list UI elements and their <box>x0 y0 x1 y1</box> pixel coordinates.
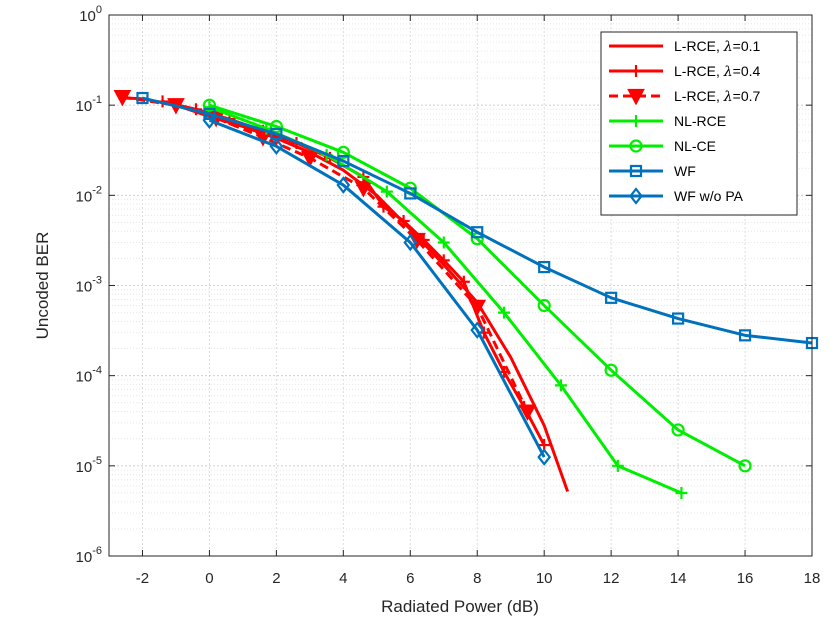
series-4 <box>202 98 752 473</box>
legend-marker <box>629 164 643 178</box>
series-line-4 <box>208 103 746 468</box>
series-group <box>113 89 819 499</box>
x-tick-label: 6 <box>406 570 414 587</box>
y-tick-label: 10-6 <box>76 545 102 566</box>
x-tick-label: 0 <box>205 570 213 587</box>
series-5 <box>136 91 819 350</box>
data-point <box>554 379 567 392</box>
legend-marker <box>630 115 642 127</box>
data-point <box>113 89 132 107</box>
data-point <box>337 154 350 168</box>
legend-marker <box>629 187 643 205</box>
data-point <box>203 107 216 121</box>
data-point <box>403 233 418 252</box>
data-point <box>269 119 283 134</box>
series-6 <box>202 111 552 466</box>
legend-label: NL-CE <box>674 138 716 154</box>
axis-ticks <box>109 14 813 557</box>
x-tick-label: 4 <box>339 570 347 587</box>
data-point <box>336 176 351 194</box>
legend-item-0: L-RCE, λ=0.1 <box>609 38 761 55</box>
data-point <box>437 254 450 267</box>
legend-item-4: NL-CE <box>609 138 716 154</box>
legend-item-6: WF w/o PA <box>609 187 744 205</box>
data-point <box>604 363 618 377</box>
x-tick-label: 8 <box>473 570 481 587</box>
y-tick-label: 100 <box>79 4 102 25</box>
series-2 <box>113 89 537 421</box>
series-line-6 <box>208 118 546 458</box>
legend-label: L-RCE, λ=0.4 <box>674 63 761 80</box>
data-point <box>269 137 284 156</box>
y-tick-label: 10-4 <box>76 365 102 386</box>
x-tick-label: 10 <box>536 570 553 587</box>
data-point <box>471 226 484 239</box>
x-tick-label: 12 <box>603 570 620 587</box>
data-point <box>675 486 688 499</box>
legend-label: WF w/o PA <box>674 188 744 204</box>
x-tick-label: 18 <box>804 570 821 587</box>
data-point <box>538 260 551 274</box>
x-tick-label: -2 <box>136 570 149 587</box>
data-point <box>605 291 618 304</box>
data-point <box>537 448 552 466</box>
y-tick-label: 10-3 <box>76 275 102 296</box>
data-point <box>738 459 752 473</box>
legend: L-RCE, λ=0.1 L-RCE, λ=0.4 L-RCE, λ=0.7 NL-R… <box>600 31 798 216</box>
legend-item-1: L-RCE, λ=0.4 <box>609 63 761 80</box>
data-point <box>671 312 685 325</box>
x-tick-labels: -2 0 2 4 6 8 10 12 14 16 18 <box>136 570 821 587</box>
data-point <box>301 150 319 168</box>
data-point <box>611 459 624 472</box>
series-line-5 <box>142 96 813 345</box>
data-point <box>202 98 217 112</box>
data-point <box>468 299 487 317</box>
data-point <box>437 236 450 249</box>
data-point <box>336 145 350 159</box>
legend-label: WF <box>674 163 696 179</box>
data-point <box>136 91 149 105</box>
legend-marker <box>630 65 642 77</box>
x-tick-label: 16 <box>737 570 754 587</box>
data-point <box>671 423 685 437</box>
x-tick-label: 2 <box>272 570 280 587</box>
legend-item-5: WF <box>609 163 696 179</box>
y-tick-label: 10-1 <box>76 94 102 115</box>
data-point <box>537 298 551 313</box>
legend-marker <box>629 139 643 153</box>
x-tick-label: 14 <box>670 570 687 587</box>
data-point <box>498 306 511 319</box>
data-point <box>354 181 373 198</box>
data-point <box>404 187 417 200</box>
data-point <box>738 329 752 342</box>
data-point <box>202 111 217 130</box>
data-point <box>380 185 393 198</box>
data-point <box>518 404 537 421</box>
legend-label: L-RCE, λ=0.1 <box>674 38 761 55</box>
y-axis-label: Uncoded BER <box>33 232 52 340</box>
x-axis-label: Radiated Power (dB) <box>381 597 539 616</box>
y-tick-label: 10-5 <box>76 455 102 476</box>
legend-item-2: L-RCE, λ=0.7 <box>609 88 761 106</box>
y-tick-labels: 10-6 10-5 10-4 10-3 10-2 10-1 100 <box>76 4 102 566</box>
legend-box <box>600 31 798 216</box>
legend-item-3: NL-RCE <box>609 113 726 129</box>
data-point <box>470 321 485 339</box>
y-tick-label: 10-2 <box>76 184 102 205</box>
legend-marker <box>627 88 645 106</box>
legend-label: L-RCE, λ=0.7 <box>674 88 761 105</box>
legend-label: NL-RCE <box>674 113 726 129</box>
data-point <box>457 275 470 288</box>
